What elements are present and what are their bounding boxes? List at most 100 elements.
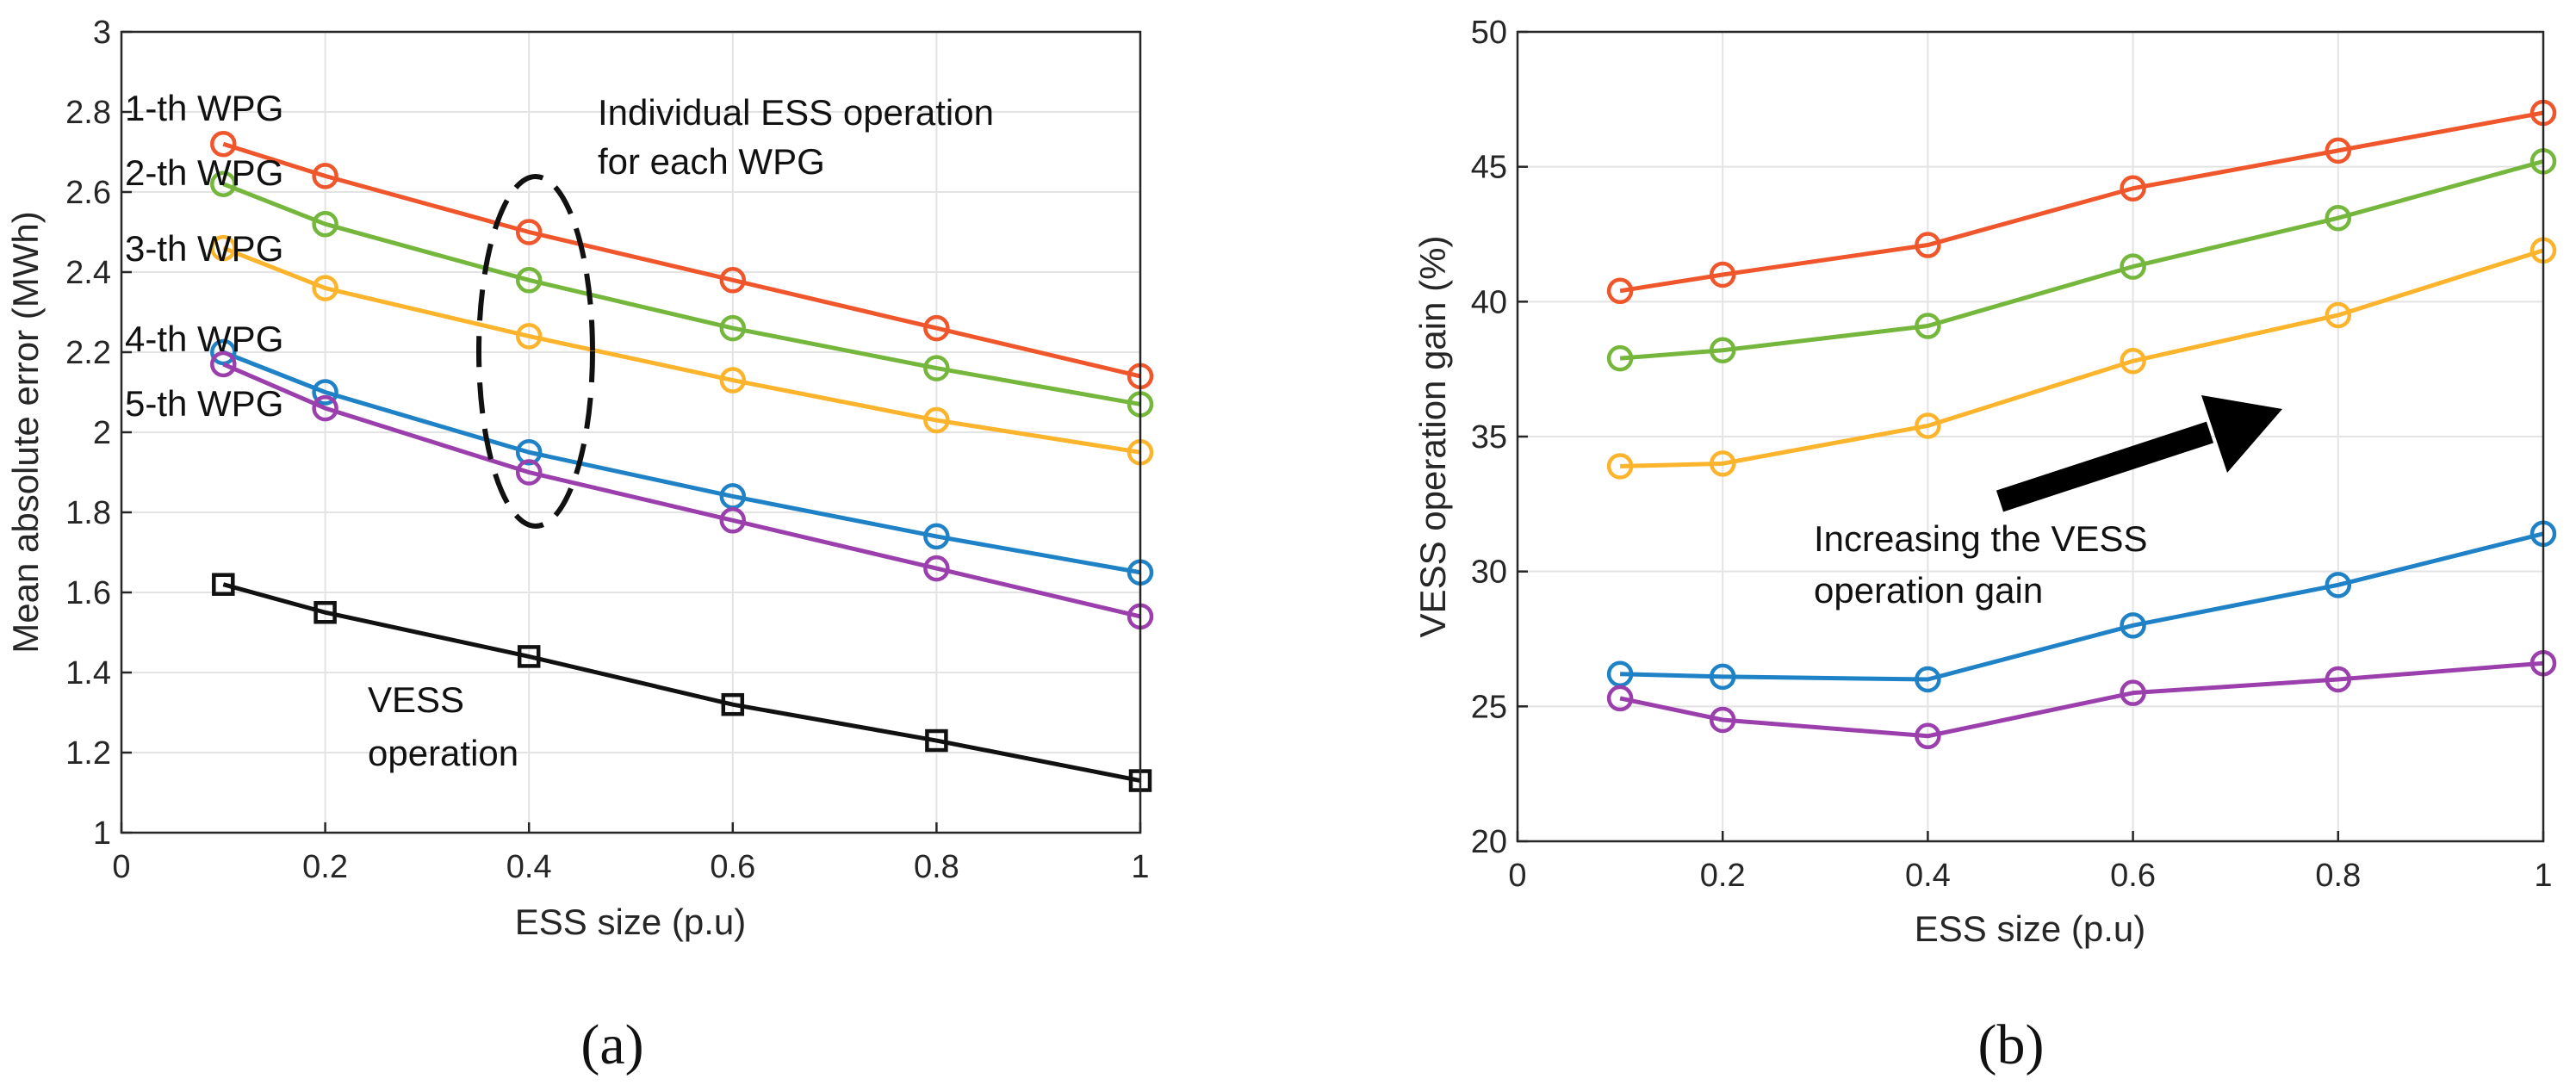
panel-a-y-axis-label: Mean absolute error (MWh) <box>5 211 46 654</box>
panel-a-point-1-th-wpg <box>923 314 950 342</box>
panel-a-point-2-th-wpg <box>923 355 950 381</box>
panel-a-x-tick-label: 1 <box>1131 849 1149 885</box>
panel-b-y-tick-label: 25 <box>1471 689 1507 725</box>
panel-b-point-5-th-wpg <box>1606 685 1634 712</box>
panel-b-y-tick-label: 40 <box>1471 284 1507 320</box>
panel-a-point-4-th-wpg <box>515 439 543 466</box>
series-label-2-th-wpg: 2-th WPG <box>125 152 283 193</box>
panel-a-y-tick-label: 2 <box>93 415 111 451</box>
panel-b-point-5-th-wpg <box>1709 706 1736 734</box>
panel-a-point-1-th-wpg <box>210 130 237 158</box>
panel-b-series-line-5-th-wpg <box>1619 660 2544 739</box>
increasing-gain-text-line-2: operation gain <box>1814 570 2043 611</box>
vess-operation-text-line-2: operation <box>368 733 518 773</box>
panel-b-point-2-th-wpg <box>2120 253 2146 280</box>
panel-b-series-line-2-th-wpg <box>1619 158 2544 361</box>
panel-b-point-2-th-wpg <box>2325 204 2352 232</box>
panel-a-point-4-th-wpg <box>923 523 950 550</box>
panel-b-point-2-th-wpg <box>1606 344 1634 372</box>
panel-a-point-2-th-wpg <box>312 210 338 238</box>
panel-b-chart: 0 0.2 0.4 0.6 0.8 1 20 25 30 35 40 45 50 ESS size (p… <box>1412 15 2557 949</box>
panel-b-point-1-th-wpg <box>2325 137 2352 164</box>
panel-a-point-1-th-wpg <box>515 219 543 245</box>
panel-a-point-1-th-wpg <box>312 163 338 189</box>
panel-b-point-5-th-wpg <box>2325 666 2352 693</box>
panel-b-point-1-th-wpg <box>1915 232 1941 258</box>
panel-b-grid <box>1517 31 2544 842</box>
increasing-gain-arrow-shaft <box>1996 421 2214 512</box>
panel-a-point-2-th-wpg <box>210 170 237 197</box>
panel-b-y-tick-label: 50 <box>1471 15 1507 51</box>
panel-a-point-4-th-wpg <box>210 338 237 366</box>
panel-b-point-3-th-wpg <box>2325 301 2352 329</box>
panel-b-ticks: 0 0.2 0.4 0.6 0.8 1 20 25 30 35 40 45 50 <box>1471 15 2553 894</box>
panel-a-y-tick-label: 1 <box>93 815 111 852</box>
panel-a-y-tick-label: 1.8 <box>65 495 111 531</box>
panel-b-series-line-4-th-wpg <box>1620 531 2544 682</box>
panel-a-chart: 0 0.2 0.4 0.6 0.8 1 1 1.2 1.4 1.6 1.8 2 2.2 2.4 2.6 2.8… <box>5 15 1154 942</box>
panel-b-point-5-th-wpg <box>1915 722 1941 750</box>
individual-ess-text-line-2: for each WPG <box>598 141 825 182</box>
panel-a-y-tick-label: 2.8 <box>65 95 111 131</box>
increasing-gain-text-line-1: Increasing the VESS <box>1814 518 2148 559</box>
panel-a-point-2-th-wpg <box>515 267 543 294</box>
panel-b-x-tick-label: 0.6 <box>2110 858 2156 894</box>
panel-a-point-3-th-wpg <box>923 406 950 434</box>
panel-b-series-line-3-th-wpg <box>1620 248 2544 468</box>
vess-operation-text-line-1: VESS <box>368 679 464 720</box>
panel-a-y-tick-label: 1.4 <box>65 655 111 691</box>
panel-b-point-4-th-wpg <box>2325 572 2352 598</box>
panel-a-series-line-vess-operation <box>222 582 1141 784</box>
panel-b-label: (b) <box>1978 1014 2045 1076</box>
panel-a-ticks: 0 0.2 0.4 0.6 0.8 1 1 1.2 1.4 1.6 1.8 2 2.2 2.4 2.6 2.8… <box>65 15 1149 885</box>
panel-a-y-tick-label: 1.2 <box>65 735 111 772</box>
series-label-3-th-wpg: 3-th WPG <box>125 228 283 269</box>
series-label-5-th-wpg: 5-th WPG <box>125 383 283 424</box>
panel-a-series-line-5-th-wpg <box>222 362 1141 619</box>
panel-b-point-3-th-wpg <box>1709 450 1736 477</box>
panel-a-x-tick-label: 0 <box>112 849 130 885</box>
panel-b-series <box>1606 99 2557 750</box>
panel-a-point-3-th-wpg <box>210 234 237 262</box>
panel-b-x-tick-label: 0.4 <box>1905 858 1951 894</box>
panel-a-point-vess-operation <box>313 601 337 624</box>
panel-b-point-5-th-wpg <box>2120 679 2146 706</box>
panel-a-y-tick-label: 2.6 <box>65 175 111 211</box>
panel-a-point-5-th-wpg <box>923 555 950 582</box>
panel-b-point-2-th-wpg <box>1915 313 1941 339</box>
panel-b-point-3-th-wpg <box>1915 412 1941 439</box>
panel-b-y-tick-label: 20 <box>1471 824 1507 860</box>
panel-b-point-1-th-wpg <box>2120 175 2146 201</box>
panel-a-point-3-th-wpg <box>719 367 747 394</box>
panel-b-series-line-1-th-wpg <box>1619 110 2544 294</box>
panel-b-point-2-th-wpg <box>1709 337 1736 363</box>
panel-a-x-tick-label: 0.4 <box>506 849 552 885</box>
panel-b-x-axis-label: ESS size (p.u) <box>1915 908 2145 949</box>
series-label-4-th-wpg: 4-th WPG <box>125 319 283 359</box>
panel-b-y-axis-label: VESS operation gain (%) <box>1412 236 1453 638</box>
panel-a-point-3-th-wpg <box>515 323 543 350</box>
panel-a-point-vess-operation <box>517 645 541 668</box>
individual-ess-ellipse <box>476 174 595 529</box>
panel-a-point-5-th-wpg <box>312 394 338 422</box>
panel-a-point-1-th-wpg <box>719 267 747 294</box>
panel-a-series <box>210 130 1154 792</box>
panel-a-y-tick-label: 2.4 <box>65 255 111 291</box>
panel-b-point-4-th-wpg <box>2120 612 2146 639</box>
panel-b-point-3-th-wpg <box>2120 348 2146 375</box>
panel-a-point-4-th-wpg <box>312 379 338 406</box>
panel-a-y-tick-label: 3 <box>93 15 111 51</box>
panel-a-point-5-th-wpg <box>210 350 237 378</box>
panel-a-point-vess-operation <box>925 728 948 753</box>
panel-b-y-tick-label: 30 <box>1471 555 1507 591</box>
panel-a-x-tick-label: 0.2 <box>302 849 348 885</box>
panel-b-point-4-th-wpg <box>1915 666 1941 693</box>
series-label-1-th-wpg: 1-th WPG <box>125 88 283 128</box>
panel-b-point-3-th-wpg <box>1606 453 1634 480</box>
panel-a-x-tick-label: 0.6 <box>710 849 755 885</box>
panel-b-point-1-th-wpg <box>1709 261 1736 288</box>
panel-a-point-5-th-wpg <box>515 459 543 486</box>
panel-a-point-vess-operation <box>212 573 235 596</box>
panel-a-label: (a) <box>580 1014 643 1076</box>
